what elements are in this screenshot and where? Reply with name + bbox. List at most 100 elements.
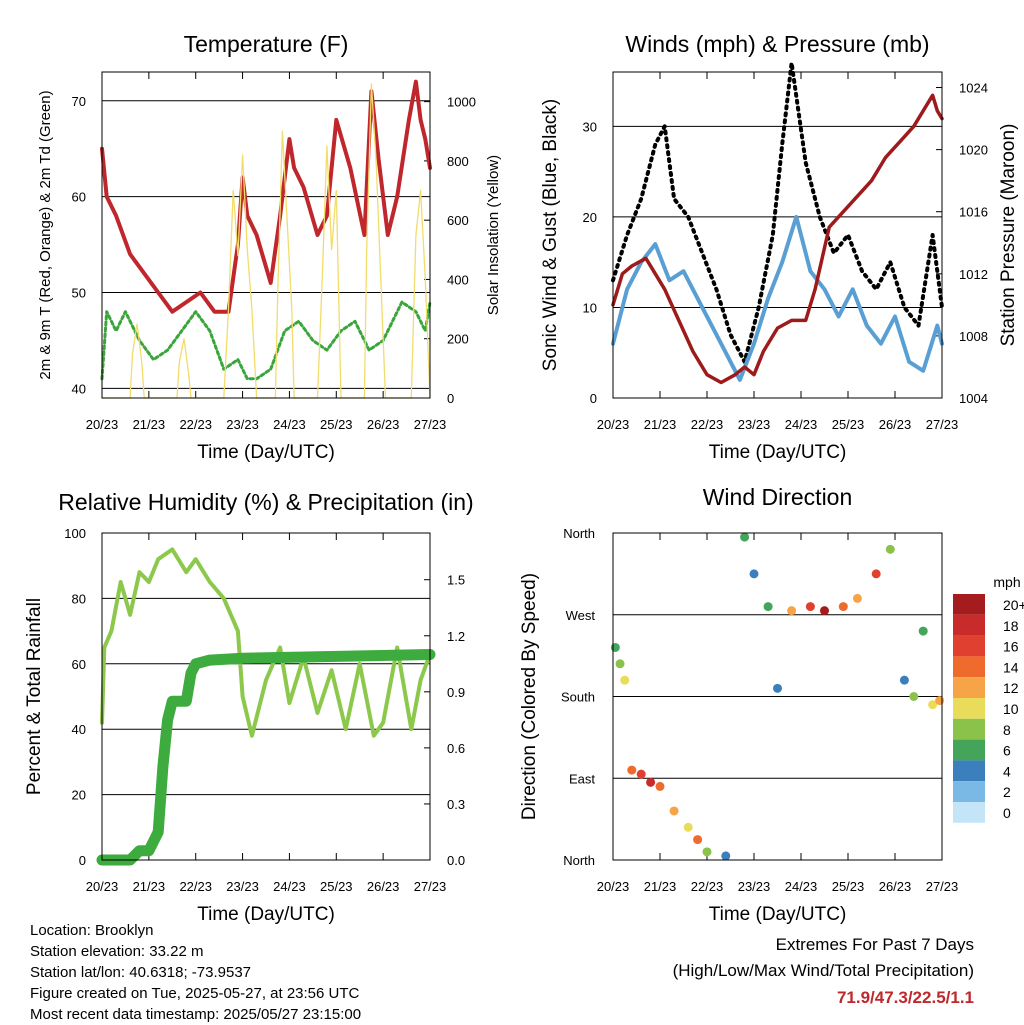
x-tick-label: 25/23 — [320, 417, 353, 432]
wind-direction-point — [655, 781, 665, 791]
y2-axis-label: Station Pressure (Maroon) — [998, 124, 1019, 347]
y2-tick-label: 0.6 — [447, 741, 465, 756]
legend-swatch — [953, 677, 985, 698]
wind-direction-point — [627, 765, 637, 775]
x-tick-label: 22/23 — [179, 879, 212, 894]
wind-direction-point — [805, 602, 815, 612]
x-tick-label: 24/23 — [273, 879, 306, 894]
x-axis-label: Time (Day/UTC) — [197, 904, 335, 925]
y-tick-label: 40 — [72, 722, 86, 737]
extremes-subtitle: (High/Low/Max Wind/Total Precipitation) — [672, 961, 974, 980]
y-tick-label: 0 — [79, 853, 86, 868]
wind-direction-point — [749, 569, 759, 579]
y2-tick-label: 1012 — [959, 267, 988, 282]
legend-swatch — [953, 635, 985, 657]
panel-title: Relative Humidity (%) & Precipitation (i… — [58, 489, 473, 515]
x-tick-label: 24/23 — [785, 879, 818, 894]
y-tick-label: North — [563, 853, 595, 868]
y2-tick-label: 0.0 — [447, 853, 465, 868]
legend-label: 8 — [1003, 722, 1011, 738]
wind-direction-point — [852, 593, 862, 603]
y-tick-label: 0 — [590, 391, 597, 406]
y2-tick-label: 1008 — [959, 329, 988, 344]
extremes-title: Extremes For Past 7 Days — [775, 935, 974, 954]
wind-direction-point — [935, 696, 945, 706]
y2-axis-label: Solar Insolation (Yellow) — [485, 155, 502, 315]
wind-direction-point — [899, 675, 909, 685]
y-tick-label: 10 — [583, 300, 597, 315]
legend-swatch — [953, 760, 985, 782]
y2-tick-label: 0.9 — [447, 685, 465, 700]
panel-1 — [100, 71, 432, 399]
rain-series — [96, 649, 436, 866]
y2-tick-label: 0 — [447, 391, 454, 406]
x-tick-label: 20/23 — [86, 879, 119, 894]
wind-direction-point — [838, 602, 848, 612]
legend-label: 20+ — [1003, 597, 1024, 613]
x-tick-label: 23/23 — [738, 879, 771, 894]
y-tick-label: 20 — [583, 210, 597, 225]
humidity-series — [100, 547, 432, 738]
wind-direction-point — [683, 822, 693, 832]
x-tick-label: 23/23 — [226, 417, 259, 432]
wind-direction-point — [615, 659, 625, 669]
pressure-series — [611, 93, 944, 385]
figure-created: Figure created on Tue, 2025-05-27, at 23… — [30, 985, 360, 1002]
legend-label: 2 — [1003, 784, 1011, 800]
x-tick-label: 21/23 — [133, 417, 166, 432]
y2-tick-label: 1004 — [959, 391, 988, 406]
panel-4 — [610, 532, 985, 861]
y-tick-label: 30 — [583, 119, 597, 134]
legend-title: mph — [993, 574, 1020, 590]
y-tick-label: 60 — [72, 190, 86, 205]
gust-series — [611, 60, 944, 364]
dewpoint-series — [100, 300, 432, 381]
x-tick-label: 27/23 — [926, 879, 959, 894]
y2-tick-label: 1.5 — [447, 573, 465, 588]
solar-series — [101, 83, 431, 399]
y-tick-label: West — [566, 608, 596, 623]
wind-direction-point — [646, 777, 656, 787]
x-tick-label: 21/23 — [644, 417, 677, 432]
station-latlon: Station lat/lon: 40.6318; -73.9537 — [30, 964, 252, 981]
legend-label: 10 — [1003, 701, 1019, 717]
x-tick-label: 24/23 — [273, 417, 306, 432]
legend-swatch — [953, 739, 985, 761]
y2-tick-label: 1020 — [959, 143, 988, 158]
wind-direction-point — [610, 642, 620, 652]
panel-2 — [611, 60, 944, 399]
wind-series — [611, 214, 944, 382]
y2-tick-label: 0.3 — [447, 797, 465, 812]
y-axis-label: Sonic Wind & Gust (Blue, Black) — [540, 99, 561, 371]
legend-label: 0 — [1003, 805, 1011, 821]
x-tick-label: 26/23 — [367, 417, 400, 432]
x-axis-label: Time (Day/UTC) — [709, 442, 847, 463]
wind-direction-point — [918, 626, 928, 636]
wind-direction-point — [787, 606, 797, 616]
station-elevation: Station elevation: 33.22 m — [30, 943, 204, 960]
x-tick-label: 21/23 — [133, 879, 166, 894]
wind-direction-point — [693, 835, 703, 845]
x-tick-label: 27/23 — [414, 417, 447, 432]
x-tick-label: 22/23 — [691, 417, 724, 432]
wind-direction-point — [669, 806, 679, 816]
x-tick-label: 24/23 — [785, 417, 818, 432]
y-tick-label: 40 — [72, 381, 86, 396]
y2-tick-label: 200 — [447, 332, 469, 347]
legend-swatch — [953, 656, 985, 678]
legend-swatch — [953, 781, 985, 802]
x-tick-label: 20/23 — [86, 417, 119, 432]
x-tick-label: 23/23 — [738, 417, 771, 432]
y-tick-label: 100 — [64, 526, 86, 541]
y2-tick-label: 800 — [447, 154, 469, 169]
legend-label: 12 — [1003, 680, 1019, 696]
wind-direction-point — [740, 532, 750, 542]
wind-direction-point — [763, 602, 773, 612]
legend-label: 14 — [1003, 659, 1019, 675]
y-axis-label: Direction (Colored By Speed) — [519, 573, 540, 820]
x-tick-label: 25/23 — [832, 417, 865, 432]
legend-label: 6 — [1003, 743, 1011, 759]
x-tick-label: 20/23 — [597, 879, 630, 894]
y-tick-label: 60 — [72, 657, 86, 672]
